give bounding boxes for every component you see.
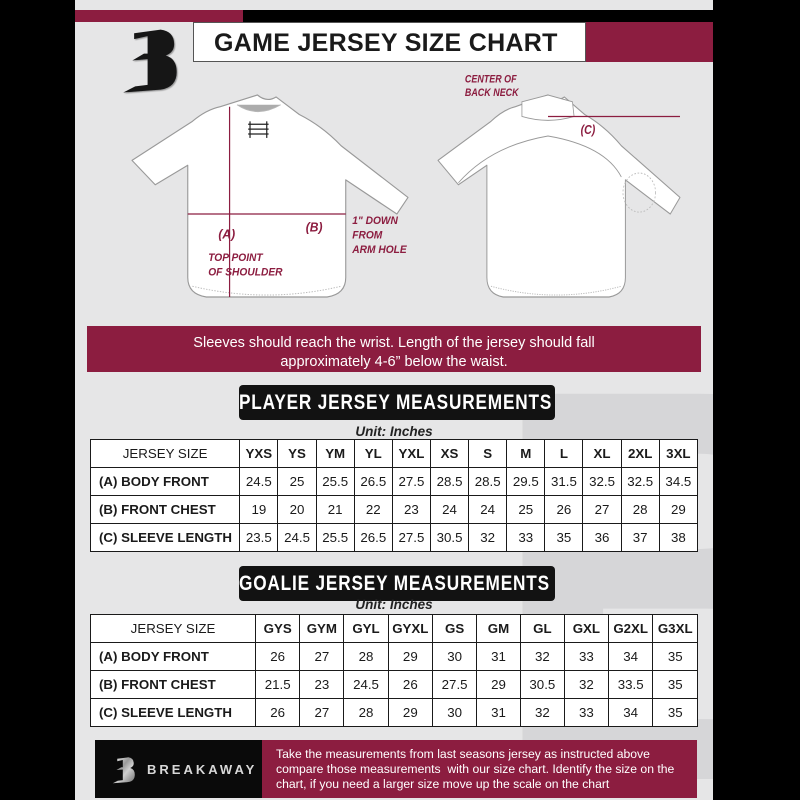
svg-text:OF SHOULDER: OF SHOULDER — [208, 267, 283, 278]
svg-text:1" DOWN: 1" DOWN — [352, 216, 398, 227]
svg-text:(B): (B) — [306, 220, 323, 234]
svg-text:FROM: FROM — [352, 230, 382, 241]
svg-text:(C): (C) — [581, 123, 596, 137]
svg-text:(A): (A) — [218, 227, 235, 241]
svg-text:ARM HOLE: ARM HOLE — [351, 245, 407, 256]
svg-text:BACK NECK: BACK NECK — [465, 87, 519, 99]
svg-text:CENTER OF: CENTER OF — [465, 74, 518, 86]
svg-text:TOP POINT: TOP POINT — [208, 253, 264, 264]
